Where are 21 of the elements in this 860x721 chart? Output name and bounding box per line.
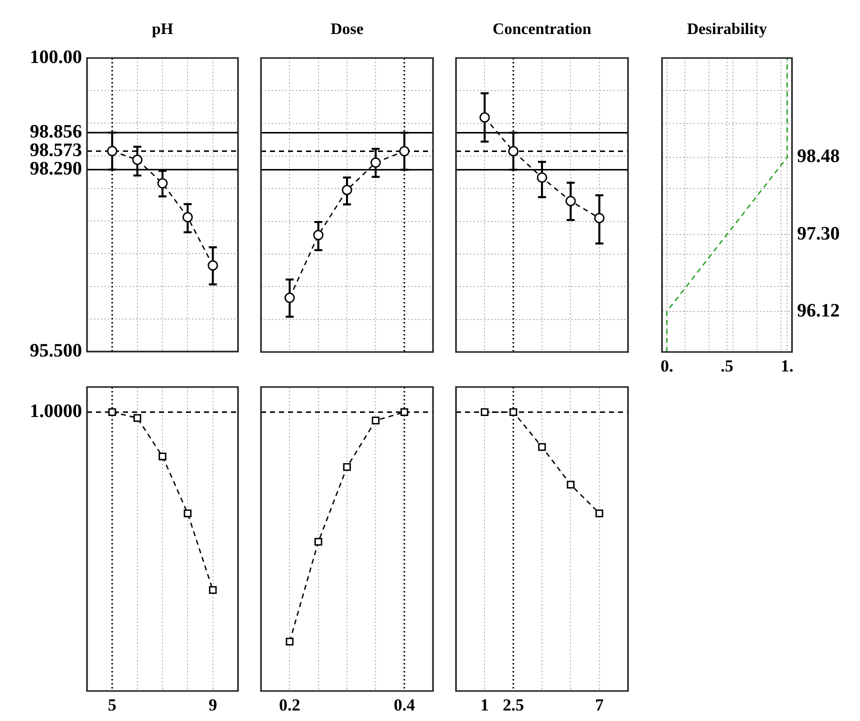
chart-title: Concentration — [492, 21, 592, 38]
y2-tick-label: 96.12 — [797, 300, 840, 322]
x-tick-label: 5 — [108, 696, 116, 715]
ref-line-label: 98.856 — [30, 122, 82, 143]
chart-title: Desirability — [687, 21, 767, 38]
x-tick-label: 0.2 — [279, 696, 300, 715]
x-tick-label: 7 — [595, 696, 604, 715]
y-tick-label: 95.500 — [30, 340, 82, 362]
ref-line-label: 1.0000 — [30, 401, 82, 422]
x-tick-label: 1 — [480, 696, 489, 715]
x-tick-label: 9 — [208, 696, 218, 715]
x-tick-label: 1. — [780, 356, 794, 376]
chart-title: Dose — [330, 21, 364, 38]
y-tick-label: 100.00 — [30, 46, 82, 68]
x-tick-label: 0.4 — [394, 696, 416, 715]
y2-tick-label: 98.48 — [797, 146, 840, 168]
y2-tick-label: 97.30 — [797, 223, 840, 244]
chart-title: pH — [152, 21, 174, 38]
x-tick-label: 0. — [660, 356, 674, 376]
x-tick-label: .5 — [720, 356, 734, 376]
x-tick-label: 2.5 — [502, 696, 524, 715]
